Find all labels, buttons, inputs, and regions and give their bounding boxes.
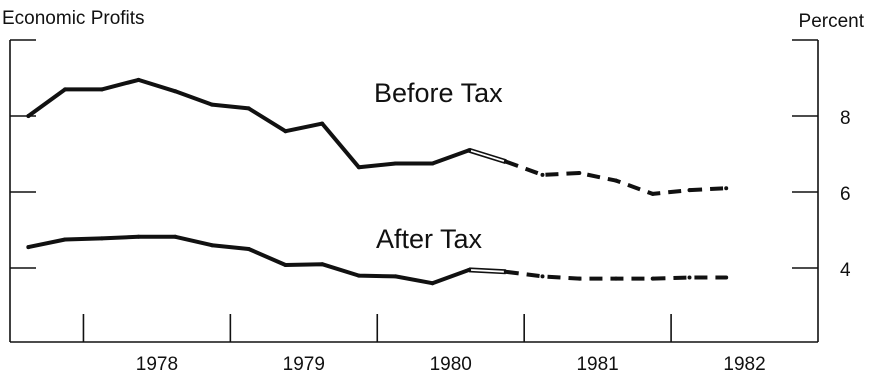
- point-after-tax-13: [503, 269, 508, 274]
- point-after-tax-3: [136, 234, 141, 239]
- series-label-before-tax: Before Tax: [374, 78, 503, 108]
- point-before-tax-2: [99, 87, 104, 92]
- chart-title: Economic Profits: [2, 8, 145, 29]
- point-after-tax-8: [320, 262, 325, 267]
- point-after-tax-15: [577, 276, 582, 281]
- point-after-tax-17: [650, 276, 655, 281]
- line-after-tax-interim-core: [469, 269, 506, 273]
- point-before-tax-9: [356, 165, 361, 170]
- axes-frame: [9, 39, 819, 343]
- x-axis-ticks: 1978 1979 1980 1981 1982: [82, 314, 766, 375]
- point-before-tax-7: [283, 129, 288, 134]
- series-lines: [26, 77, 729, 286]
- y-tick-label-6: 6: [840, 184, 851, 205]
- point-before-tax-17: [650, 191, 655, 196]
- point-before-tax-1: [63, 87, 68, 92]
- point-before-tax-6: [246, 106, 251, 111]
- point-after-tax-11: [430, 281, 435, 286]
- y-axis-ticks: 4 6 8: [10, 108, 851, 281]
- line-before-tax-interim-core: [468, 149, 507, 163]
- point-after-tax-5: [210, 243, 214, 248]
- point-before-tax-5: [210, 102, 214, 107]
- point-after-tax-9: [356, 273, 361, 278]
- point-after-tax-4: [173, 234, 178, 239]
- x-tick-label-1981: 1981: [576, 354, 618, 375]
- point-after-tax-1: [63, 237, 68, 242]
- point-after-tax-14: [540, 274, 545, 279]
- point-before-tax-15: [577, 171, 582, 175]
- point-before-tax-11: [430, 161, 435, 166]
- point-before-tax-3: [136, 77, 141, 82]
- point-after-tax-18: [687, 275, 692, 280]
- point-after-tax-6: [246, 247, 251, 251]
- point-before-tax-14: [540, 172, 545, 177]
- point-before-tax-18: [687, 188, 692, 193]
- y-tick-label-8: 8: [840, 108, 851, 129]
- point-before-tax-8: [320, 121, 325, 126]
- point-after-tax-2: [99, 236, 104, 241]
- point-after-tax-12: [467, 267, 472, 272]
- point-before-tax-12: [467, 148, 472, 153]
- y-axis-label: Percent: [799, 11, 865, 32]
- point-before-tax-13: [503, 159, 508, 164]
- y-tick-label-4: 4: [840, 260, 851, 281]
- line-before-tax-projected: [505, 159, 727, 196]
- x-tick-label-1979: 1979: [283, 354, 325, 375]
- point-before-tax-10: [393, 161, 398, 166]
- x-tick-label-1980: 1980: [430, 354, 472, 375]
- point-after-tax-0: [26, 245, 31, 250]
- series-label-after-tax: After Tax: [376, 224, 483, 254]
- point-after-tax-19: [724, 275, 729, 280]
- x-tick-label-1982: 1982: [723, 354, 765, 375]
- point-before-tax-19: [724, 186, 729, 191]
- point-before-tax-0: [26, 114, 31, 118]
- point-after-tax-10: [393, 274, 398, 279]
- x-tick-label-1978: 1978: [136, 354, 178, 375]
- point-after-tax-7: [283, 263, 288, 267]
- point-before-tax-4: [173, 89, 178, 94]
- point-before-tax-16: [614, 178, 618, 183]
- point-after-tax-16: [614, 276, 618, 281]
